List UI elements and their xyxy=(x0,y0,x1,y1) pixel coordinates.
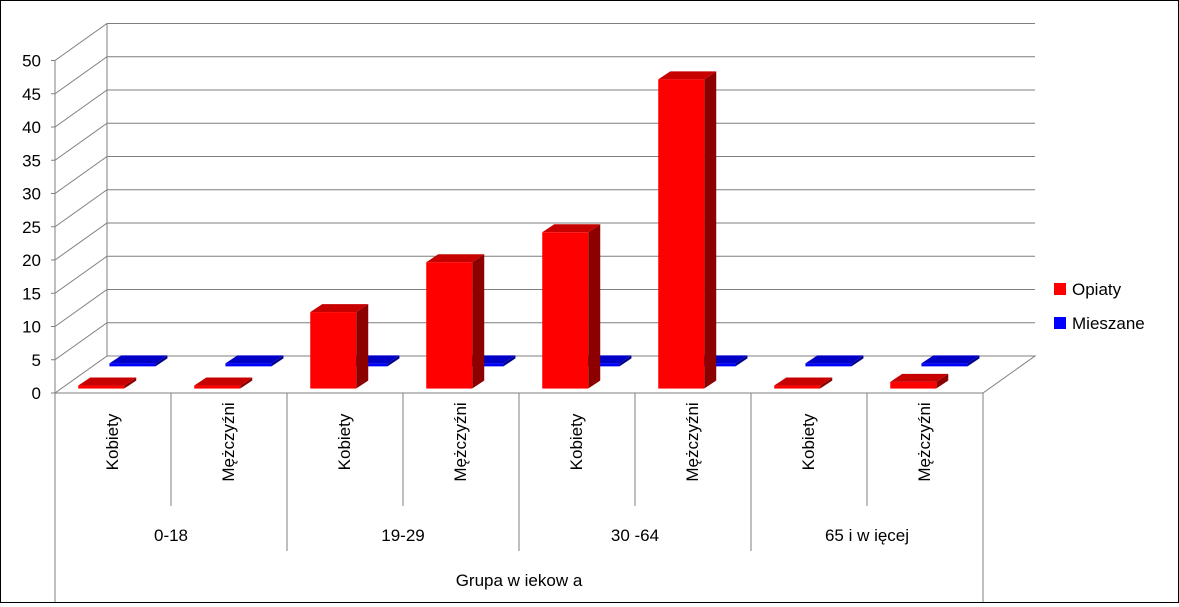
bar-side xyxy=(472,254,485,389)
y-tick-label: 35 xyxy=(22,151,41,170)
gridline xyxy=(54,23,1035,61)
gridline xyxy=(54,156,1035,194)
bar-mieszane xyxy=(109,363,156,367)
x-category-label: Mężczyźni xyxy=(915,402,934,481)
bar-opiaty xyxy=(78,385,125,389)
y-tick-label: 45 xyxy=(22,85,41,104)
bar-opiaty xyxy=(658,79,705,389)
bar-side xyxy=(820,377,833,389)
gridline xyxy=(54,189,1035,228)
gridlines xyxy=(54,23,1035,361)
bar-opiaty xyxy=(310,312,357,389)
y-tick-label: 25 xyxy=(22,218,41,237)
bar-side xyxy=(387,355,400,367)
bar-top xyxy=(78,377,137,386)
y-tick-label: 50 xyxy=(22,52,41,71)
y-tick-label: 10 xyxy=(22,318,41,337)
bar-side xyxy=(271,355,284,367)
bar-opiaty xyxy=(542,232,589,389)
bar-side xyxy=(704,71,717,389)
x-group-label: 19-29 xyxy=(381,526,424,545)
x-group-label: 30 -64 xyxy=(611,526,659,545)
gridline xyxy=(54,222,1035,261)
bar-side xyxy=(356,304,369,389)
bar-opiaty xyxy=(890,381,937,389)
bar-mieszane xyxy=(805,363,852,367)
bar-side xyxy=(124,377,137,389)
bar-top xyxy=(109,355,168,364)
bar-mieszane xyxy=(921,363,968,367)
legend-label-mieszane: Mieszane xyxy=(1072,314,1145,333)
bar-side xyxy=(240,377,253,389)
gridline xyxy=(54,322,1035,361)
bar-top xyxy=(805,355,864,364)
bar-top xyxy=(542,224,601,233)
x-category-label: Kobiety xyxy=(103,413,122,470)
bar-top xyxy=(310,304,369,313)
bars xyxy=(78,71,980,389)
bar-side xyxy=(155,355,168,367)
legend-swatch-opiaty xyxy=(1054,283,1066,295)
bar-side xyxy=(851,355,864,367)
legend-label-opiaty: Opiaty xyxy=(1072,280,1122,299)
y-tick-label: 5 xyxy=(32,351,41,370)
bar-side xyxy=(619,355,632,367)
x-category-label: Kobiety xyxy=(567,413,586,470)
bar-opiaty xyxy=(426,262,473,389)
x-category-label: Kobiety xyxy=(799,413,818,470)
gridline xyxy=(54,89,1035,128)
gridline xyxy=(54,56,1035,95)
x-axis-title: Grupa w iekow a xyxy=(456,571,583,590)
x-category-label: Mężczyźni xyxy=(451,402,470,481)
bar-top xyxy=(225,355,284,364)
bar-top xyxy=(194,377,253,386)
bar-side xyxy=(503,355,516,367)
bar-side xyxy=(967,355,980,367)
y-tick-label: 15 xyxy=(22,284,41,303)
x-category-label: Kobiety xyxy=(335,413,354,470)
y-axis: 0 5 10 15 20 25 30 35 40 45 50 xyxy=(22,52,55,403)
bar-mieszane xyxy=(225,363,272,367)
x-group-label: 65 i w ięcej xyxy=(825,526,909,545)
gridline xyxy=(54,255,1035,294)
y-tick-label: 0 xyxy=(32,384,41,403)
gridline xyxy=(54,122,1035,161)
bar-opiaty xyxy=(194,385,241,389)
bar-opiaty xyxy=(774,385,821,389)
x-axis: Kobiety Mężczyźni Kobiety Mężczyźni Kobiety M… xyxy=(54,393,984,602)
y-tick-label: 20 xyxy=(22,251,41,270)
x-category-label: Mężczyźni xyxy=(219,402,238,481)
bar-top xyxy=(921,355,980,364)
bar-top xyxy=(890,373,949,382)
y-tick-label: 30 xyxy=(22,185,41,204)
bar-top xyxy=(658,71,717,80)
legend: Opiaty Mieszane xyxy=(1054,280,1145,333)
bar-side xyxy=(735,355,748,367)
bar-side xyxy=(588,224,601,389)
bar-side xyxy=(936,373,949,389)
legend-swatch-mieszane xyxy=(1054,317,1066,329)
bar-top xyxy=(774,377,833,386)
gridline xyxy=(54,289,1035,327)
y-tick-label: 40 xyxy=(22,118,41,137)
x-category-label: Mężczyźni xyxy=(683,402,702,481)
bar-top xyxy=(426,254,485,263)
x-group-label: 0-18 xyxy=(154,526,188,545)
